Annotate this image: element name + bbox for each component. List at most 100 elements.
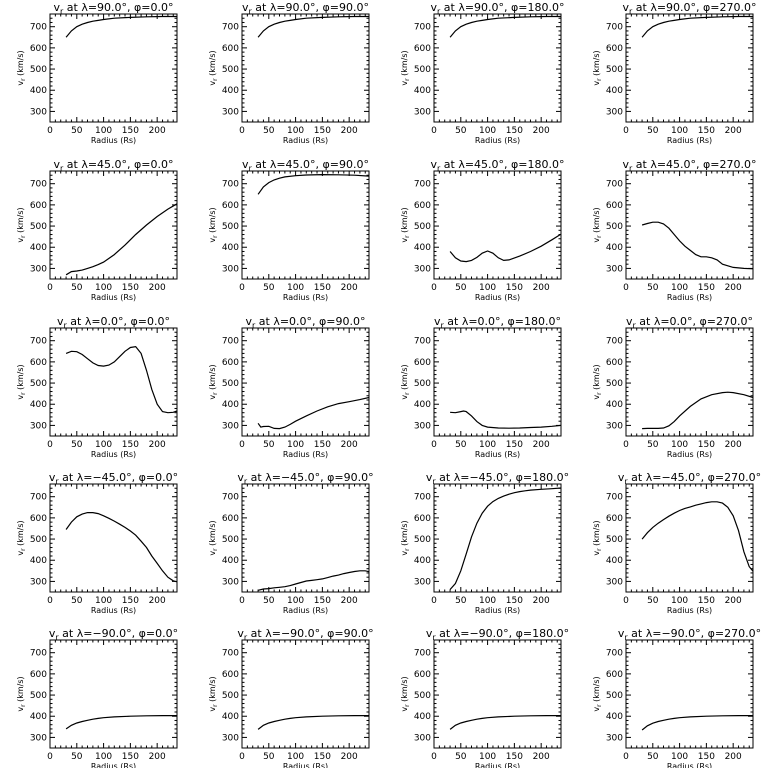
y-tick-label: 300: [606, 107, 623, 117]
y-tick-label: 600: [414, 670, 431, 680]
x-tick-label: 200: [341, 126, 358, 136]
y-tick-label: 500: [222, 65, 239, 75]
y-axis-label: vr (km/s): [16, 520, 27, 555]
plot-frame: [241, 327, 370, 437]
series-line: [257, 714, 369, 730]
y-tick-label: 700: [30, 180, 47, 190]
y-tick-label: 300: [222, 733, 239, 743]
y-tick-label: 400: [222, 400, 239, 410]
x-tick-label: 100: [95, 752, 112, 762]
plot-frame: [241, 13, 370, 123]
x-tick-label: 150: [506, 440, 523, 450]
x-tick-label: 200: [533, 283, 550, 293]
panel-title: vr at λ=−45.0°, φ=90.0°: [237, 471, 373, 486]
x-tick-label: 0: [47, 126, 53, 136]
series-line: [65, 345, 178, 414]
y-axis-label: vr (km/s): [592, 520, 603, 555]
panel-title: vr at λ=−90.0°, φ=0.0°: [49, 627, 178, 642]
x-tick-label: 150: [122, 440, 139, 450]
x-tick-label: 150: [314, 283, 331, 293]
panel: vr at λ=45.0°, φ=0.0° 0 50 100 150 200 300 400 5…: [16, 158, 178, 302]
plot-frame: [625, 13, 754, 123]
x-axis-label: Radius (Rs): [283, 136, 328, 145]
y-tick-label: 400: [606, 243, 623, 253]
y-axis-label: vr (km/s): [16, 676, 27, 711]
y-tick-label: 500: [606, 222, 623, 232]
panel-title: vr at λ=−90.0°, φ=90.0°: [237, 627, 373, 642]
y-tick-label: 400: [606, 400, 623, 410]
x-tick-label: 100: [95, 283, 112, 293]
panel-title: vr at λ=0.0°, φ=90.0°: [245, 315, 365, 330]
panel: vr at λ=45.0°, φ=180.0° 0 50 100 150 200 300 40…: [400, 158, 565, 302]
y-tick-label: 600: [606, 670, 623, 680]
panel: vr at λ=0.0°, φ=180.0° 0 50 100 150 200 300 400…: [400, 315, 562, 459]
x-tick-label: 150: [698, 283, 715, 293]
x-tick-label: 0: [623, 752, 629, 762]
x-axis-label: Radius (Rs): [91, 293, 136, 302]
panel-title: vr at λ=0.0°, φ=0.0°: [57, 315, 170, 330]
x-axis-label: Radius (Rs): [475, 762, 520, 768]
x-tick-label: 0: [431, 596, 437, 606]
x-tick-label: 100: [671, 440, 688, 450]
x-axis-label: Radius (Rs): [91, 450, 136, 459]
panel-title: vr at λ=0.0°, φ=180.0°: [434, 315, 561, 330]
y-tick-label: 400: [222, 712, 239, 722]
x-tick-label: 0: [623, 126, 629, 136]
y-tick-label: 500: [606, 379, 623, 389]
x-tick-label: 50: [455, 283, 467, 293]
x-tick-label: 150: [122, 752, 139, 762]
x-tick-label: 100: [287, 752, 304, 762]
y-tick-label: 400: [414, 243, 431, 253]
panel-title: vr at λ=90.0°, φ=270.0°: [622, 1, 756, 16]
y-tick-label: 300: [414, 577, 431, 587]
x-tick-label: 200: [533, 126, 550, 136]
x-tick-label: 50: [647, 596, 659, 606]
y-axis-label: vr (km/s): [16, 207, 27, 242]
y-tick-label: 300: [30, 733, 47, 743]
series-line: [641, 714, 753, 731]
y-tick-label: 700: [414, 493, 431, 503]
y-axis-label: vr (km/s): [592, 50, 603, 85]
y-tick-label: 400: [30, 243, 47, 253]
y-tick-label: 700: [30, 23, 47, 33]
x-tick-label: 50: [263, 596, 275, 606]
x-tick-label: 100: [95, 440, 112, 450]
y-tick-label: 300: [606, 264, 623, 274]
y-tick-label: 300: [222, 421, 239, 431]
y-tick-label: 300: [222, 107, 239, 117]
x-tick-label: 100: [287, 440, 304, 450]
panel: vr at λ=45.0°, φ=270.0° 0 50 100 150 200 300 40…: [592, 158, 757, 302]
y-tick-label: 300: [606, 733, 623, 743]
x-tick-label: 200: [149, 283, 166, 293]
panel: vr at λ=−45.0°, φ=180.0° 0 50 100 150 200 300 4…: [400, 471, 569, 615]
y-tick-label: 400: [414, 86, 431, 96]
x-axis-label: Radius (Rs): [475, 293, 520, 302]
series-line: [449, 487, 562, 590]
y-tick-label: 300: [30, 421, 47, 431]
x-axis-label: Radius (Rs): [91, 136, 136, 145]
x-axis-label: Radius (Rs): [91, 606, 136, 615]
panel: vr at λ=90.0°, φ=0.0° 0 50 100 150 200 300 400 5…: [16, 1, 178, 145]
y-tick-label: 600: [222, 201, 239, 211]
panel: vr at λ=0.0°, φ=270.0° 0 50 100 150 200 300 400…: [592, 315, 754, 459]
x-tick-label: 100: [287, 596, 304, 606]
x-tick-label: 150: [314, 752, 331, 762]
x-tick-label: 50: [71, 752, 83, 762]
y-tick-label: 700: [414, 180, 431, 190]
x-tick-label: 0: [239, 126, 245, 136]
y-tick-label: 500: [606, 535, 623, 545]
x-tick-label: 200: [341, 596, 358, 606]
x-tick-label: 0: [239, 440, 245, 450]
plot-frame: [49, 170, 178, 280]
y-tick-label: 600: [30, 514, 47, 524]
y-tick-label: 300: [222, 577, 239, 587]
x-tick-label: 100: [671, 596, 688, 606]
panel: vr at λ=−45.0°, φ=90.0° 0 50 100 150 200 300 40…: [208, 471, 374, 615]
y-tick-label: 500: [30, 691, 47, 701]
y-tick-label: 600: [414, 44, 431, 54]
y-tick-label: 500: [222, 379, 239, 389]
panel: vr at λ=90.0°, φ=90.0° 0 50 100 150 200 300 400…: [208, 1, 370, 145]
x-tick-label: 100: [287, 126, 304, 136]
x-tick-label: 0: [431, 126, 437, 136]
y-tick-label: 700: [606, 649, 623, 659]
